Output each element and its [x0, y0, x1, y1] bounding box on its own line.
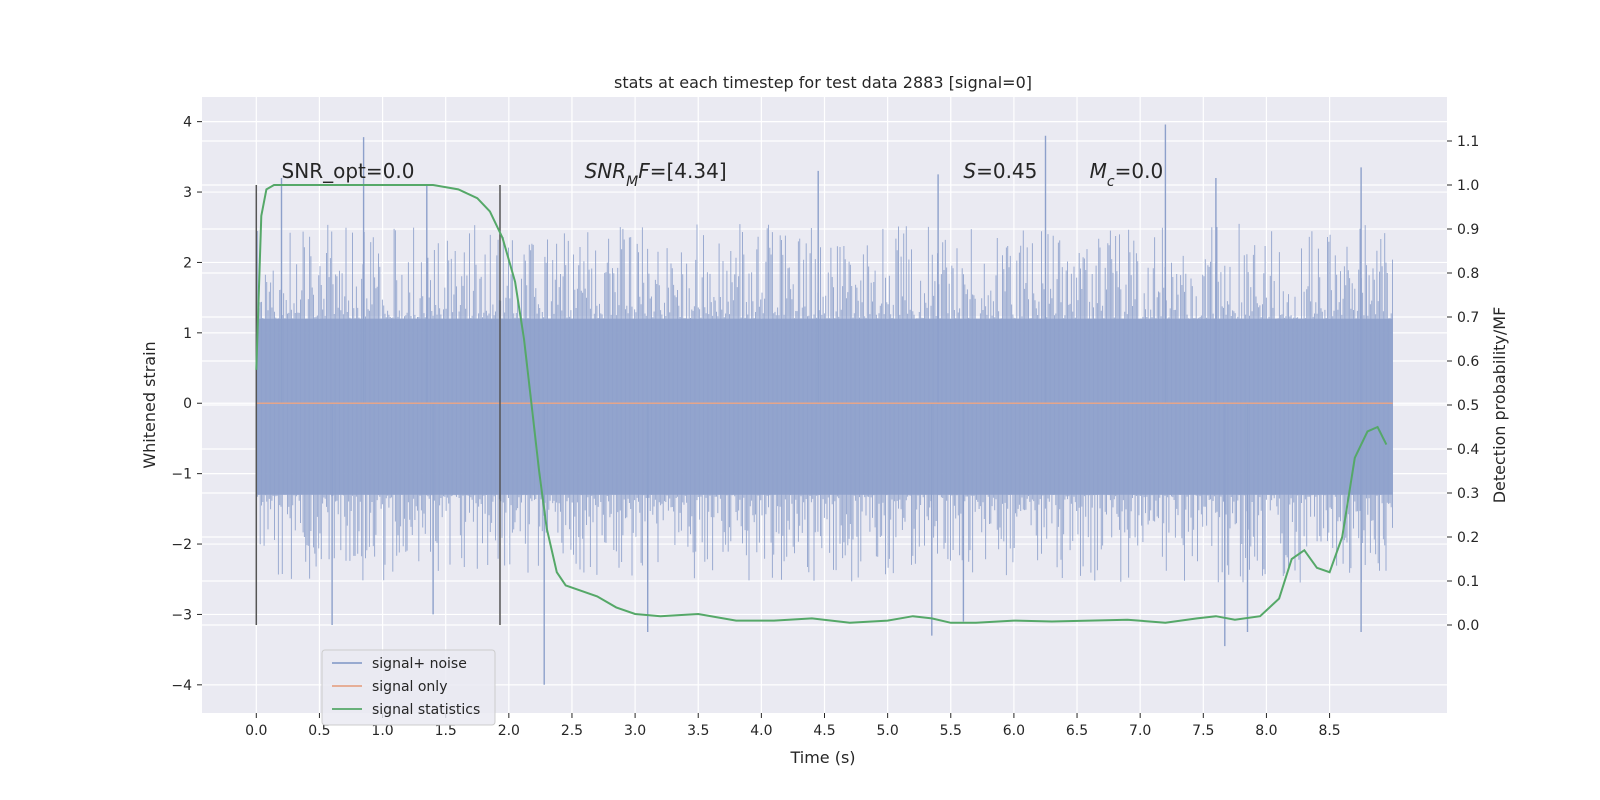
y-right-tick-label: 0.6: [1457, 354, 1479, 370]
annotation-part: =0.0: [1115, 159, 1164, 183]
y-tick-label: 3: [183, 185, 192, 201]
annotation-mc-value: Mc=0.0: [1090, 159, 1164, 190]
y-tick-label: 2: [183, 255, 192, 271]
legend-label-signal-noise: signal+ noise: [372, 656, 467, 672]
annotation-part: M: [1090, 159, 1107, 183]
legend-label-signal-statistics: signal statistics: [372, 702, 480, 718]
y-tick-label: −1: [171, 467, 192, 483]
y-right-tick-label: 0.2: [1457, 530, 1479, 546]
x-axis: 0.0 0.5 1.0 1.5 2.0 2.5 3.0 3.5 4.0 4.5 5.0 5.5 6.0 6…: [245, 713, 1341, 739]
x-tick-label: 4.0: [750, 723, 772, 739]
annotation-part: SNR: [585, 159, 627, 183]
x-axis-label: Time (s): [789, 748, 855, 767]
annotation-part: S: [963, 159, 976, 183]
y-right-tick-label: 1.1: [1457, 134, 1479, 150]
y-tick-label: 4: [183, 115, 192, 131]
y-tick-label: −3: [171, 607, 192, 623]
y-axis-left: 4 3 2 1 0 −1 −2 −3 −4: [171, 115, 202, 694]
x-tick-label: 7.5: [1192, 723, 1214, 739]
x-tick-label: 1.0: [371, 723, 393, 739]
y-tick-label: 1: [183, 326, 192, 342]
chart-title: stats at each timestep for test data 288…: [614, 73, 1032, 92]
x-tick-label: 5.5: [940, 723, 962, 739]
x-tick-label: 3.0: [624, 723, 646, 739]
annotation-part: =[4.34]: [650, 159, 727, 183]
annotation-s-value: S=0.45: [963, 159, 1037, 183]
y-right-tick-label: 1.0: [1457, 178, 1479, 194]
x-tick-label: 4.5: [813, 723, 835, 739]
vertical-markers: [255, 185, 501, 625]
x-tick-label: 6.0: [1003, 723, 1025, 739]
x-tick-label: 0.0: [245, 723, 267, 739]
x-tick-label: 3.5: [687, 723, 709, 739]
y-axis-right: 1.1 1.0 0.9 0.8 0.7 0.6 0.5 0.4 0.3 0.2 0.1 0.0: [1447, 134, 1479, 634]
annotation-part: M: [626, 174, 638, 190]
y-right-tick-label: 0.8: [1457, 266, 1479, 282]
y-tick-label: −4: [171, 678, 192, 694]
y-right-tick-label: 0.0: [1457, 618, 1479, 634]
legend: signal+ noise signal only signal statist…: [321, 649, 496, 726]
annotations: SNR_opt=0.0 SNRMF=[4.34] S=0.45 Mc=0.0: [282, 159, 1164, 190]
annotation-snr-opt: SNR_opt=0.0: [282, 159, 415, 183]
y-right-tick-label: 0.7: [1457, 310, 1479, 326]
noise-peaks: [280, 124, 1362, 685]
x-tick-label: 7.0: [1129, 723, 1151, 739]
series-signal-noise: [255, 124, 1393, 685]
series-signal-statistics-line: [255, 184, 1388, 624]
x-tick-label: 8.5: [1318, 723, 1340, 739]
x-tick-label: 2.5: [561, 723, 583, 739]
annotation-part: SNR_opt=0.0: [282, 159, 415, 183]
y-tick-label: −2: [171, 537, 192, 553]
annotation-part: F: [638, 159, 650, 183]
y-right-tick-label: 0.1: [1457, 574, 1479, 590]
x-tick-label: 0.5: [308, 723, 330, 739]
x-tick-label: 6.5: [1066, 723, 1088, 739]
x-tick-label: 2.0: [498, 723, 520, 739]
y-right-tick-label: 0.9: [1457, 222, 1479, 238]
x-tick-label: 1.5: [435, 723, 457, 739]
y-axis-right-label: Detection probability/MF: [1490, 307, 1509, 504]
y-right-tick-label: 0.5: [1457, 398, 1479, 414]
y-tick-label: 0: [183, 396, 192, 412]
legend-box: [321, 649, 496, 726]
legend-label-signal-only: signal only: [372, 679, 447, 695]
x-tick-label: 8.0: [1255, 723, 1277, 739]
x-tick-label: 5.0: [877, 723, 899, 739]
y-right-tick-label: 0.4: [1457, 442, 1479, 458]
y-axis-label: Whitened strain: [140, 341, 159, 468]
annotation-part: c: [1107, 174, 1115, 190]
annotation-part: =0.45: [976, 159, 1037, 183]
y-right-tick-label: 0.3: [1457, 486, 1479, 502]
annotation-snr-mf: SNRMF=[4.34]: [585, 159, 727, 190]
